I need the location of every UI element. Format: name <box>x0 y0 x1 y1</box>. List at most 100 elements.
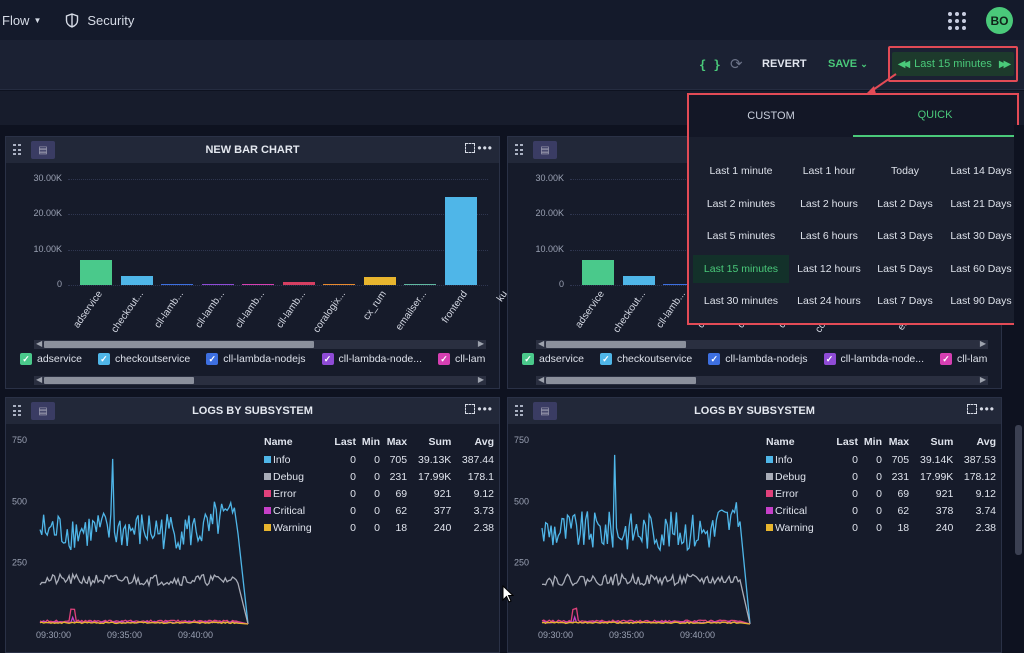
table-row[interactable]: Debug 0 0 231 17.99K 178.12 <box>766 471 996 488</box>
checkbox-icon[interactable]: ✓ <box>97 353 110 365</box>
range-option[interactable]: Last 21 Days <box>950 197 1012 210</box>
bar[interactable] <box>444 196 477 285</box>
drag-handle-icon[interactable] <box>515 144 523 156</box>
legend-item[interactable]: ✓ checkoutservice <box>599 353 692 365</box>
bar[interactable] <box>201 284 234 285</box>
table-header[interactable]: Avg <box>474 436 494 448</box>
legend-item[interactable]: ✓ cll-lambda-node... <box>321 353 422 365</box>
time-range-picker[interactable]: ◀◀ Last 15 minutes ▶▶ <box>888 46 1018 82</box>
range-option[interactable]: Last 24 hours <box>797 295 861 308</box>
bar[interactable] <box>242 284 274 285</box>
bar[interactable] <box>663 283 695 285</box>
page-scrollbar[interactable] <box>1014 125 1024 653</box>
table-header[interactable]: Sum <box>428 436 452 448</box>
avatar[interactable]: BO <box>986 7 1013 34</box>
legend-item[interactable]: ✓ adservice <box>522 353 584 365</box>
table-header[interactable]: Last <box>836 436 858 448</box>
bar[interactable] <box>404 284 436 285</box>
range-option[interactable]: Last 2 hours <box>800 197 858 210</box>
drag-handle-icon[interactable] <box>515 405 523 417</box>
drag-handle-icon[interactable] <box>13 144 21 156</box>
legend-scrollbar[interactable]: ◀ ▶ <box>34 375 486 385</box>
range-option[interactable]: Last 6 hours <box>800 230 858 243</box>
legend-item[interactable]: ✓ cll-lamb <box>940 353 988 365</box>
table-header[interactable]: Min <box>361 436 380 448</box>
flow-menu[interactable]: Flow ▼ <box>2 13 41 28</box>
bar[interactable] <box>363 277 396 285</box>
save-button[interactable]: SAVE ⌄ <box>828 58 868 70</box>
previous-range-icon[interactable]: ◀◀ <box>897 58 911 70</box>
apps-grid-icon[interactable] <box>948 12 966 30</box>
range-option[interactable]: Last 5 Days <box>877 262 933 275</box>
checkbox-icon[interactable]: ✓ <box>321 353 334 365</box>
table-header[interactable]: Name <box>264 436 293 448</box>
table-row[interactable]: Critical 0 0 62 377 3.73 <box>264 505 494 522</box>
range-option[interactable]: Last 2 minutes <box>706 197 776 210</box>
revert-button[interactable]: REVERT <box>762 58 807 70</box>
more-options-icon[interactable]: ••• <box>979 402 995 416</box>
more-options-icon[interactable]: ••• <box>477 402 493 416</box>
chart-scrollbar[interactable]: ◀ ▶ <box>34 339 486 349</box>
range-option[interactable]: Last 5 minutes <box>706 230 776 243</box>
table-header[interactable]: Max <box>386 436 408 448</box>
table-row[interactable]: Warning 0 0 18 240 2.38 <box>766 522 996 539</box>
chart-type-icon[interactable]: ▤ <box>533 402 557 420</box>
tab-quick[interactable]: QUICK <box>853 95 1017 137</box>
table-header[interactable]: Max <box>888 436 910 448</box>
checkbox-icon[interactable]: ✓ <box>708 353 721 365</box>
table-row[interactable]: Critical 0 0 62 378 3.74 <box>766 505 996 522</box>
bar[interactable] <box>282 282 315 285</box>
range-option[interactable]: Last 1 hour <box>802 165 856 178</box>
range-option[interactable]: Last 30 Days <box>950 230 1012 243</box>
bar[interactable] <box>582 260 614 285</box>
checkbox-icon[interactable]: ✓ <box>599 353 612 365</box>
drag-handle-icon[interactable] <box>13 405 21 417</box>
checkbox-icon[interactable]: ✓ <box>823 353 836 365</box>
table-row[interactable]: Info 0 0 705 39.13K 387.44 <box>264 454 494 471</box>
range-option[interactable]: Last 12 hours <box>797 262 861 275</box>
range-option[interactable]: Last 7 Days <box>877 295 933 308</box>
range-option[interactable]: Last 15 minutes <box>693 254 789 283</box>
tab-custom[interactable]: CUSTOM <box>747 110 795 122</box>
legend-item[interactable]: ✓ checkoutservice <box>97 353 190 365</box>
table-row[interactable]: Error 0 0 69 921 9.12 <box>766 488 996 505</box>
table-header[interactable]: Sum <box>930 436 954 448</box>
range-option[interactable]: Last 30 minutes <box>703 295 779 308</box>
checkbox-icon[interactable]: ✓ <box>940 353 953 365</box>
table-header[interactable]: Name <box>766 436 795 448</box>
legend-item[interactable]: ✓ cll-lambda-node... <box>823 353 924 365</box>
checkbox-icon[interactable]: ✓ <box>20 353 32 365</box>
chart-type-icon[interactable]: ▤ <box>31 402 55 420</box>
json-braces-icon[interactable]: { } <box>699 58 721 72</box>
bar[interactable] <box>120 276 153 285</box>
table-row[interactable]: Error 0 0 69 921 9.12 <box>264 488 494 505</box>
table-row[interactable]: Warning 0 0 18 240 2.38 <box>264 522 494 539</box>
next-range-icon[interactable]: ▶▶ <box>998 58 1012 70</box>
fullscreen-icon[interactable] <box>465 404 475 414</box>
range-option[interactable]: Last 3 Days <box>877 230 933 243</box>
chart-scrollbar[interactable]: ◀ ▶ <box>536 339 988 349</box>
table-header[interactable]: Min <box>863 436 882 448</box>
legend-item[interactable]: ✓ cll-lambda-nodejs <box>206 353 306 365</box>
legend-item[interactable]: ✓ cll-lamb <box>438 353 486 365</box>
range-option[interactable]: Last 90 Days <box>950 295 1012 308</box>
legend-scrollbar[interactable]: ◀ ▶ <box>536 375 988 385</box>
fullscreen-icon[interactable] <box>967 404 977 414</box>
more-options-icon[interactable]: ••• <box>477 141 493 155</box>
range-option[interactable]: Last 14 Days <box>950 165 1012 178</box>
fullscreen-icon[interactable] <box>465 143 475 153</box>
checkbox-icon[interactable]: ✓ <box>522 353 534 365</box>
legend-item[interactable]: ✓ adservice <box>20 353 82 365</box>
refresh-icon[interactable]: ⟳ <box>730 56 743 73</box>
bar[interactable] <box>622 276 655 285</box>
table-header[interactable]: Last <box>334 436 356 448</box>
table-row[interactable]: Info 0 0 705 39.14K 387.53 <box>766 454 996 471</box>
table-header[interactable]: Avg <box>976 436 996 448</box>
chart-type-icon[interactable]: ▤ <box>31 141 55 159</box>
range-option[interactable]: Last 2 Days <box>877 197 933 210</box>
range-option[interactable]: Last 60 Days <box>950 262 1012 275</box>
table-row[interactable]: Debug 0 0 231 17.99K 178.1 <box>264 471 494 488</box>
bar[interactable] <box>80 260 112 285</box>
security-nav-item[interactable]: Security <box>65 13 134 28</box>
bar[interactable] <box>323 284 355 285</box>
